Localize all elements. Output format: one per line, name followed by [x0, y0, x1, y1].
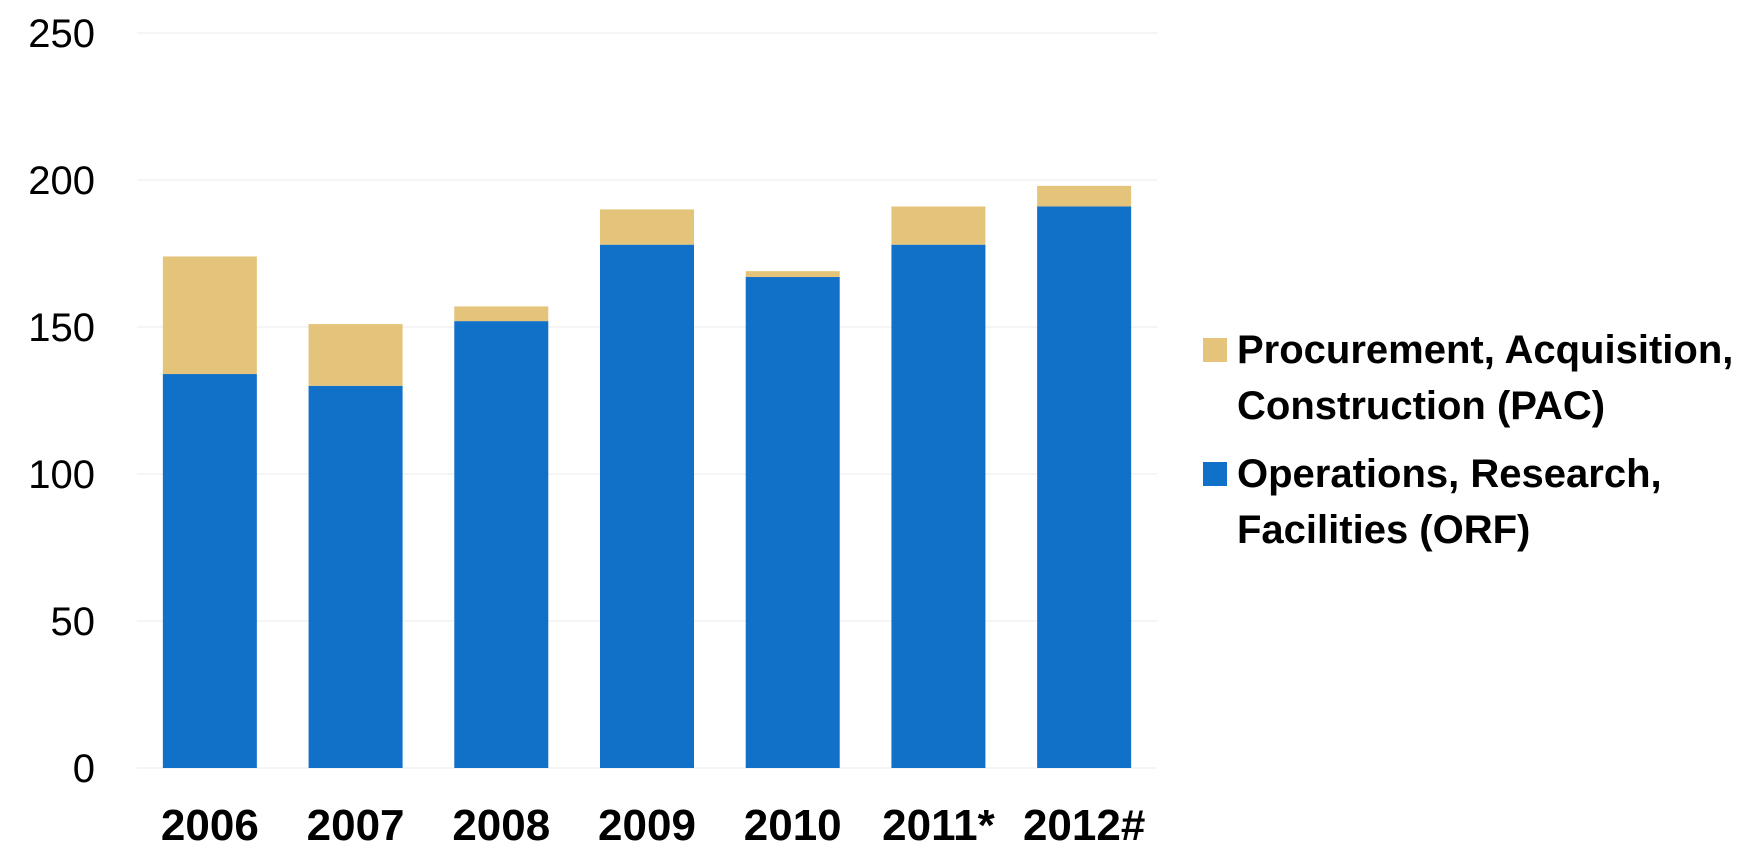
- legend-swatch-orf: [1203, 462, 1227, 486]
- bar-orf-2011: [891, 244, 986, 768]
- x-tick-label: 2007: [307, 801, 405, 850]
- y-tick-label: 0: [73, 747, 95, 791]
- bar-pac-2009: [600, 209, 694, 245]
- y-tick-label: 50: [51, 600, 96, 644]
- y-tick-label: 200: [28, 159, 95, 203]
- bar-orf-2008: [454, 321, 549, 768]
- x-tick-label: 2012#: [1023, 801, 1145, 850]
- bar-orf-2010: [745, 277, 840, 768]
- bar-pac-2010: [745, 271, 840, 278]
- x-tick-label: 2006: [161, 801, 259, 850]
- bar-orf-2007: [308, 385, 403, 768]
- x-tick-label: 2011*: [882, 801, 995, 850]
- legend-label: Operations, Research,: [1237, 452, 1662, 496]
- bar-orf-2012: [1037, 206, 1132, 768]
- legend-label: Facilities (ORF): [1237, 508, 1530, 552]
- x-tick-label: 2009: [598, 801, 696, 850]
- y-tick-label: 150: [28, 306, 95, 350]
- x-tick-label: 2010: [744, 801, 842, 850]
- legend-label: Construction (PAC): [1237, 384, 1605, 428]
- bar-orf-2009: [600, 244, 694, 768]
- bar-pac-2008: [454, 306, 549, 322]
- legend-label: Procurement, Acquisition,: [1237, 328, 1733, 372]
- legend: Procurement, Acquisition, Construction (P…: [1203, 328, 1733, 552]
- x-axis-ticks: 2006 2007 2008 2009 2010 2011* 2012#: [161, 801, 1145, 850]
- bar-pac-2011: [891, 206, 986, 245]
- bars: [162, 185, 1132, 768]
- x-tick-label: 2008: [452, 801, 550, 850]
- y-axis-ticks: 0 50 100 150 200 250: [28, 12, 95, 791]
- y-tick-label: 100: [28, 453, 95, 497]
- bar-pac-2006: [162, 256, 257, 375]
- bar-pac-2007: [308, 324, 403, 386]
- bar-pac-2012: [1037, 185, 1132, 207]
- y-tick-label: 250: [28, 12, 95, 56]
- legend-swatch-pac: [1203, 338, 1227, 362]
- bar-orf-2006: [162, 374, 257, 768]
